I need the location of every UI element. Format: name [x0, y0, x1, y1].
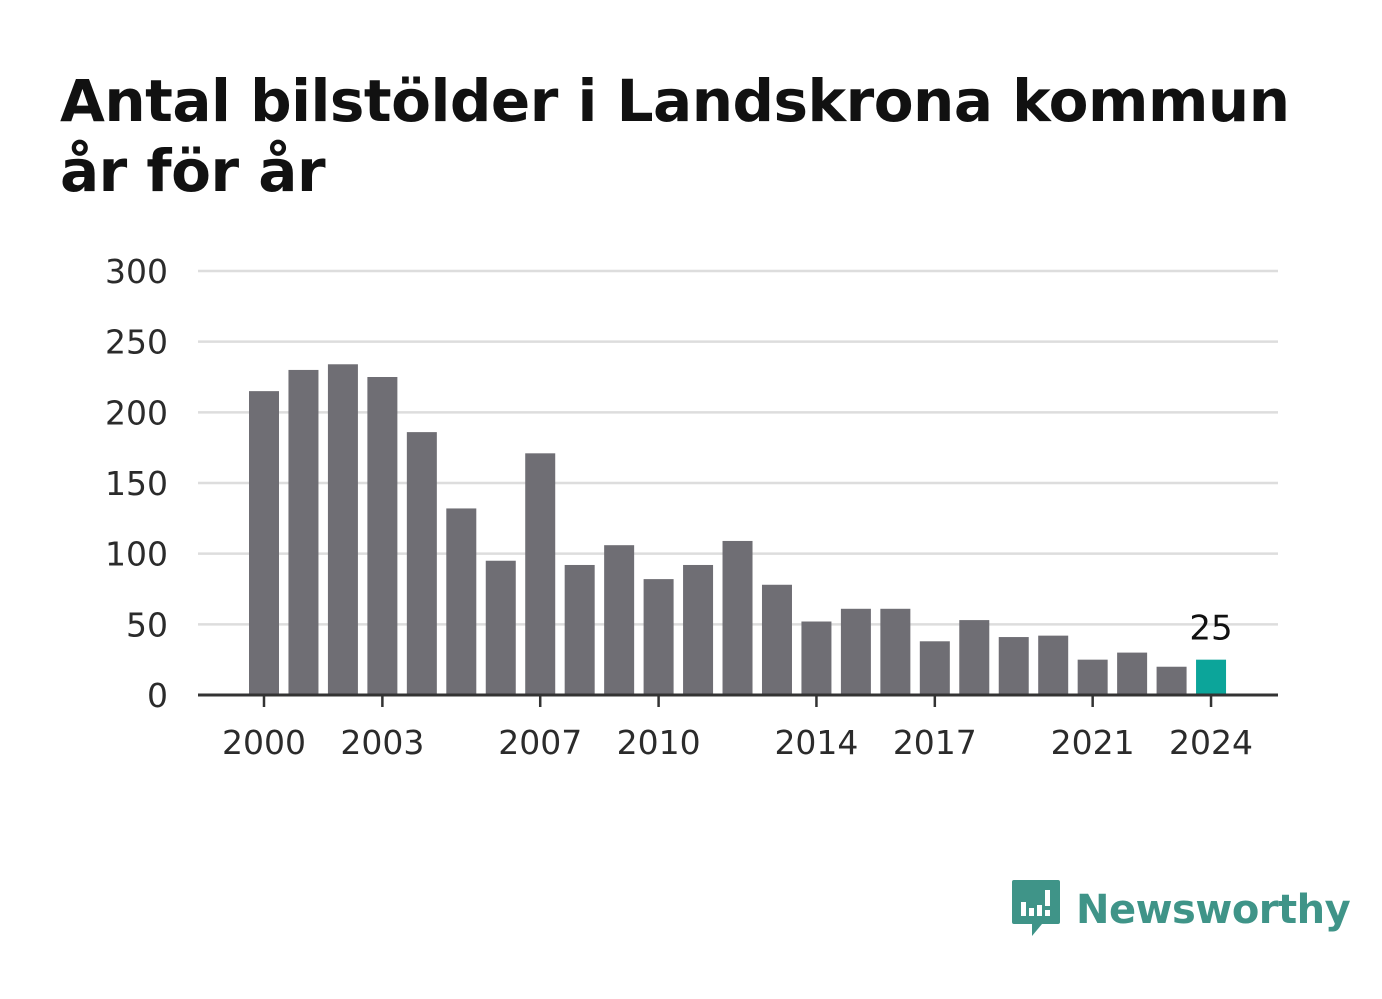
bar-2004 [406, 432, 437, 695]
brand-name: Newsworthy [1076, 887, 1351, 933]
bar-2017 [919, 641, 950, 695]
chart-title: Antal bilstölder i Landskrona kommun år … [60, 67, 1290, 205]
bar-2001 [288, 369, 319, 695]
annotations: 25 [1189, 609, 1232, 649]
y-tick-label: 250 [105, 323, 168, 362]
bar-2016 [880, 608, 911, 695]
x-tick-label: 2003 [340, 723, 424, 762]
bar-2023 [1156, 666, 1187, 695]
bar-2013 [761, 584, 792, 695]
x-tick-label: 2017 [893, 723, 977, 762]
x-tick-label: 2014 [774, 723, 858, 762]
bar-2009 [604, 545, 635, 695]
y-tick-label: 0 [147, 676, 168, 715]
bar-chart-speech-bubble-icon [1010, 878, 1062, 942]
bar-2018 [959, 620, 990, 695]
bar-2024 [1196, 659, 1227, 695]
bar-2010 [643, 579, 674, 695]
x-tick-label: 2021 [1051, 723, 1135, 762]
bar-2011 [683, 564, 714, 695]
newsworthy-logo: Newsworthy [1010, 878, 1351, 942]
bar-2020 [1038, 635, 1069, 695]
bar-2006 [485, 560, 516, 695]
bar-2015 [840, 608, 871, 695]
y-tick-label: 200 [105, 393, 168, 432]
bar-2007 [525, 453, 556, 695]
x-tick-label: 2024 [1169, 723, 1253, 762]
bars [249, 364, 1227, 695]
bar-2014 [801, 621, 832, 695]
bar-2021 [1077, 659, 1108, 695]
bar-2019 [998, 637, 1029, 695]
y-tick-label: 150 [105, 464, 168, 503]
x-axis-labels: 2000 2003 2007 2010 2014 2017 2021 2024 [222, 723, 1253, 762]
y-tick-label: 300 [105, 252, 168, 291]
x-axis [198, 693, 1278, 707]
y-tick-label: 100 [105, 535, 168, 574]
x-tick-label: 2007 [498, 723, 582, 762]
bar-2005 [446, 508, 477, 695]
bar-2000 [249, 391, 279, 695]
y-tick-label: 50 [126, 605, 168, 644]
bar-2008 [564, 564, 595, 695]
y-axis-labels: 0 50 100 150 200 250 300 [105, 252, 168, 715]
x-tick-label: 2010 [617, 723, 701, 762]
bar-2012 [722, 540, 753, 695]
x-tick-label: 2000 [222, 723, 306, 762]
bar-2022 [1117, 652, 1148, 695]
data-label-2024: 25 [1189, 609, 1232, 649]
bar-2003 [367, 377, 398, 695]
bar-2002 [327, 364, 358, 695]
